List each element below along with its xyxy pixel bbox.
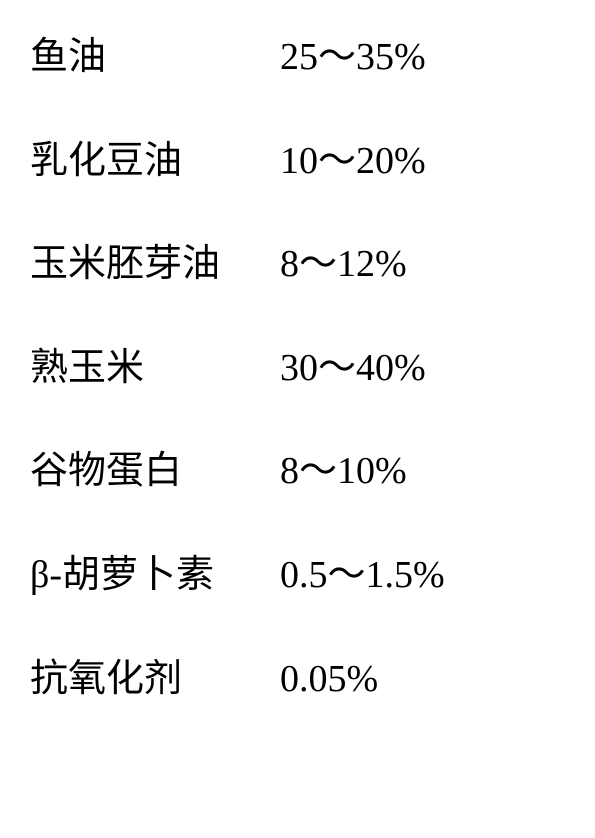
ingredient-name: 熟玉米 xyxy=(30,346,280,392)
table-row: 谷物蛋白 8～10% xyxy=(30,449,565,495)
ingredient-percentage: 8～12% xyxy=(280,242,407,288)
table-row: 抗氧化剂 0.05% xyxy=(30,657,565,703)
ingredient-percentage: 25～35% xyxy=(280,35,426,81)
table-row: 玉米胚芽油 8～12% xyxy=(30,242,565,288)
ingredient-percentage: 10～20% xyxy=(280,139,426,185)
ingredient-name: 鱼油 xyxy=(30,35,280,81)
table-row: 乳化豆油 10～20% xyxy=(30,139,565,185)
ingredient-percentage: 30～40% xyxy=(280,346,426,392)
ingredient-name: β-胡萝卜素 xyxy=(30,553,280,599)
table-row: 鱼油 25～35% xyxy=(30,35,565,81)
ingredient-percentage: 0.05% xyxy=(280,657,378,703)
ingredient-name: 乳化豆油 xyxy=(30,139,280,185)
table-row: β-胡萝卜素 0.5～1.5% xyxy=(30,553,565,599)
ingredient-name: 谷物蛋白 xyxy=(30,449,280,495)
table-row: 熟玉米 30～40% xyxy=(30,346,565,392)
ingredient-name: 玉米胚芽油 xyxy=(30,242,280,288)
ingredient-percentage: 8～10% xyxy=(280,449,407,495)
ingredient-name: 抗氧化剂 xyxy=(30,657,280,703)
ingredient-percentage: 0.5～1.5% xyxy=(280,553,445,599)
ingredients-table: 鱼油 25～35% 乳化豆油 10～20% 玉米胚芽油 8～12% 熟玉米 30… xyxy=(30,35,565,702)
